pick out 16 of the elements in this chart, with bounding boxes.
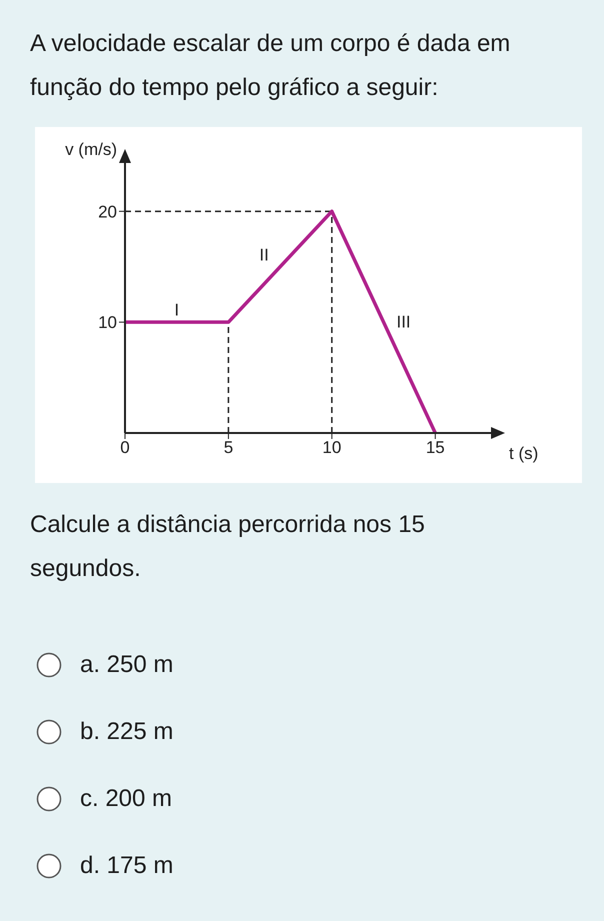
text: d. 175 m — [80, 852, 174, 880]
x-tick-label: 15 — [426, 438, 445, 458]
text: b. 225 m — [80, 718, 174, 746]
y-axis-title: v (m/s) — [65, 140, 117, 159]
text: Calcule a distância percorrida nos 15 segundos. — [30, 510, 426, 584]
annotation: III — [396, 312, 411, 332]
x-tick-label: 5 — [224, 438, 234, 458]
text: a. 250 m — [80, 651, 174, 679]
y-tick-label: 20 — [98, 202, 117, 222]
x-axis-title: t (s) — [509, 444, 538, 463]
text: c. 200 m — [80, 785, 172, 813]
x-tick-label: 10 — [322, 438, 342, 458]
x-tick-label: 0 — [120, 438, 130, 458]
annotation: II — [259, 245, 269, 264]
chart-title: A velocidade escalar de um corpo é dada em função do tempo pelo gráfico a seguir: — [30, 29, 512, 103]
annotation: I — [174, 300, 180, 320]
